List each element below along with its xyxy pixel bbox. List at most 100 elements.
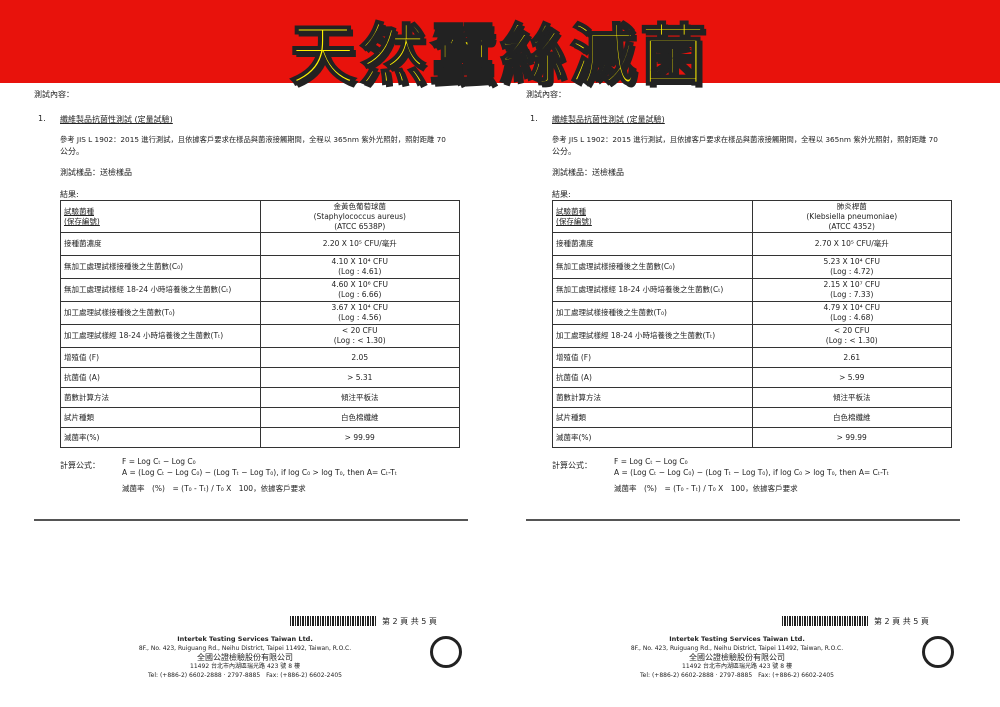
formula-a: A = (Log Cₜ − Log C₀) − (Log Tₜ − Log T₀… xyxy=(614,468,889,477)
row-value: 4.60 X 10⁶ CFU (Log : 6.66) xyxy=(259,278,460,302)
row-value: < 20 CFU (Log : < 1.30) xyxy=(259,324,460,348)
table-row: 無加工處理試樣經 18-24 小時培養後之生菌數(Cₜ) 2.15 X 10⁷ … xyxy=(552,278,952,302)
section-label: 測試內容： xyxy=(34,90,74,99)
row-value: 2.15 X 10⁷ CFU (Log : 7.33) xyxy=(751,278,952,302)
row-label: 無加工處理試樣經 18-24 小時培養後之生菌數(Cₜ) xyxy=(60,278,261,302)
sample-text: 測試樣品：送檢樣品 xyxy=(552,168,624,177)
method-text-cont: 公分。 xyxy=(552,147,576,156)
method-text-cont: 公分。 xyxy=(60,147,84,156)
row-value: 白色棉纖維 xyxy=(259,407,460,428)
row-label: 滅菌率(%) xyxy=(60,427,261,448)
sample-text: 測試樣品：送檢樣品 xyxy=(60,168,132,177)
item-number: 1. xyxy=(38,114,46,123)
table-row: 抗菌值 (A) > 5.31 xyxy=(60,367,460,388)
formula-f: F = Log Cₜ − Log C₀ xyxy=(122,457,196,466)
row-label: 無加工處理試樣接種後之生菌數(C₀) xyxy=(60,255,261,279)
report-page: 測試內容： 1. 纖維製品抗菌性測試 (定量試驗) 參考 JIS L 1902：… xyxy=(30,83,510,707)
company-en: Intertek Testing Services Taiwan Ltd. xyxy=(669,635,805,643)
row-label: 抗菌值 (A) xyxy=(60,367,261,388)
item-number: 1. xyxy=(530,114,538,123)
table-row: 無加工處理試樣接種後之生菌數(C₀) 4.10 X 10⁴ CFU (Log :… xyxy=(60,255,460,279)
results-table: 試驗菌種 (保存編號) 金黃色葡萄球菌 (Staphylococcus aure… xyxy=(60,200,460,448)
page-number: 第 2 頁 共 5 頁 xyxy=(874,617,929,626)
row-label: 抗菌值 (A) xyxy=(552,367,753,388)
company-zh: 全國公證檢驗股份有限公司 xyxy=(689,653,785,662)
section-label: 測試內容： xyxy=(526,90,566,99)
row-value: 白色棉纖維 xyxy=(751,407,952,428)
row-label: 增殖值 (F) xyxy=(552,347,753,368)
row-value: > 99.99 xyxy=(259,427,460,448)
formula-reduction: 滅菌率 (%) = (T₀ - Tₜ) / T₀ X 100，依據客戶要求 xyxy=(122,484,306,493)
row-value: > 5.31 xyxy=(259,367,460,388)
intertek-logo xyxy=(922,636,954,668)
table-row: 加工處理試樣經 18-24 小時培養後之生菌數(Tₜ) < 20 CFU (Lo… xyxy=(552,324,952,348)
table-row: 菌數計算方法 傾注平板法 xyxy=(60,387,460,408)
divider xyxy=(526,519,960,521)
address-en: 8F., No. 423, Ruiguang Rd., Neihu Distri… xyxy=(138,645,352,652)
row-value: 2.61 xyxy=(751,347,952,368)
title-banner: 天然蠶絲滅菌 xyxy=(0,0,1000,95)
row-value: > 5.99 xyxy=(751,367,952,388)
row-label: 無加工處理試樣接種後之生菌數(C₀) xyxy=(552,255,753,279)
formula-label: 計算公式： xyxy=(60,461,100,470)
banner-title: 天然蠶絲滅菌 xyxy=(289,16,710,95)
table-row: 無加工處理試樣經 18-24 小時培養後之生菌數(Cₜ) 4.60 X 10⁶ … xyxy=(60,278,460,302)
row-value: 5.23 X 10⁴ CFU (Log : 4.72) xyxy=(751,255,952,279)
barcode xyxy=(782,616,868,626)
page-number: 第 2 頁 共 5 頁 xyxy=(382,617,437,626)
address-zh: 11492 台北市內湖區瑞光路 423 號 8 樓 xyxy=(190,663,300,670)
item-title: 纖維製品抗菌性測試 (定量試驗) xyxy=(60,115,173,124)
table-row: 試驗菌種 (保存編號) 肺炎桿菌 (Klebsiella pneumoniae)… xyxy=(552,200,952,233)
method-text: 參考 JIS L 1902：2015 進行測試，且依據客戶要求在樣品與菌液接觸期… xyxy=(60,135,446,144)
row-label: 接種菌濃度 xyxy=(552,232,753,256)
row-label: 加工處理試樣接種後之生菌數(T₀) xyxy=(60,301,261,325)
row-value: 傾注平板法 xyxy=(259,387,460,408)
table-row: 增殖值 (F) 2.05 xyxy=(60,347,460,368)
row-label: 增殖值 (F) xyxy=(60,347,261,368)
row-label: 菌數計算方法 xyxy=(60,387,261,408)
row-label: 加工處理試樣接種後之生菌數(T₀) xyxy=(552,301,753,325)
row-value: 傾注平板法 xyxy=(751,387,952,408)
row-value: 2.70 X 10⁵ CFU/毫升 xyxy=(751,232,952,256)
footer: Intertek Testing Services Taiwan Ltd. 8F… xyxy=(612,635,862,680)
item-title: 纖維製品抗菌性測試 (定量試驗) xyxy=(552,115,665,124)
address-zh: 11492 台北市內湖區瑞光路 423 號 8 樓 xyxy=(682,663,792,670)
report-page: 測試內容： 1. 纖維製品抗菌性測試 (定量試驗) 參考 JIS L 1902：… xyxy=(522,83,1000,707)
company-zh: 全國公證檢驗股份有限公司 xyxy=(197,653,293,662)
barcode xyxy=(290,616,376,626)
formula-label: 計算公式： xyxy=(552,461,592,470)
row-label: 菌數計算方法 xyxy=(552,387,753,408)
row-value: 4.79 X 10⁴ CFU (Log : 4.68) xyxy=(751,301,952,325)
row-value: 2.05 xyxy=(259,347,460,368)
company-en: Intertek Testing Services Taiwan Ltd. xyxy=(177,635,313,643)
row-label: 加工處理試樣經 18-24 小時培養後之生菌數(Tₜ) xyxy=(60,324,261,348)
table-row: 滅菌率(%) > 99.99 xyxy=(552,427,952,448)
table-row: 接種菌濃度 2.70 X 10⁵ CFU/毫升 xyxy=(552,232,952,256)
row-label: 試驗菌種 (保存編號) xyxy=(552,200,753,233)
row-value: 肺炎桿菌 (Klebsiella pneumoniae) (ATCC 4352) xyxy=(751,200,952,233)
divider xyxy=(34,519,468,521)
row-value: 金黃色葡萄球菌 (Staphylococcus aureus) (ATCC 65… xyxy=(259,200,460,233)
table-row: 加工處理試樣接種後之生菌數(T₀) 3.67 X 10⁴ CFU (Log : … xyxy=(60,301,460,325)
row-label: 試驗菌種 (保存編號) xyxy=(60,200,261,233)
row-value: 2.20 X 10⁵ CFU/毫升 xyxy=(259,232,460,256)
table-row: 抗菌值 (A) > 5.99 xyxy=(552,367,952,388)
row-label: 加工處理試樣經 18-24 小時培養後之生菌數(Tₜ) xyxy=(552,324,753,348)
table-row: 接種菌濃度 2.20 X 10⁵ CFU/毫升 xyxy=(60,232,460,256)
formula-f: F = Log Cₜ − Log C₀ xyxy=(614,457,688,466)
contact-phone: Tel: (+886-2) 6602-2888 · 2797-8885 Fax:… xyxy=(148,672,342,679)
row-value: < 20 CFU (Log : < 1.30) xyxy=(751,324,952,348)
row-value: > 99.99 xyxy=(751,427,952,448)
table-row: 加工處理試樣接種後之生菌數(T₀) 4.79 X 10⁴ CFU (Log : … xyxy=(552,301,952,325)
contact-phone: Tel: (+886-2) 6602-2888 · 2797-8885 Fax:… xyxy=(640,672,834,679)
method-text: 參考 JIS L 1902：2015 進行測試，且依據客戶要求在樣品與菌液接觸期… xyxy=(552,135,938,144)
formula-a: A = (Log Cₜ − Log C₀) − (Log Tₜ − Log T₀… xyxy=(122,468,397,477)
row-label: 無加工處理試樣經 18-24 小時培養後之生菌數(Cₜ) xyxy=(552,278,753,302)
address-en: 8F., No. 423, Ruiguang Rd., Neihu Distri… xyxy=(630,645,844,652)
table-row: 加工處理試樣經 18-24 小時培養後之生菌數(Tₜ) < 20 CFU (Lo… xyxy=(60,324,460,348)
results-label: 結果: xyxy=(552,190,571,199)
table-row: 無加工處理試樣接種後之生菌數(C₀) 5.23 X 10⁴ CFU (Log :… xyxy=(552,255,952,279)
results-label: 結果: xyxy=(60,190,79,199)
row-value: 4.10 X 10⁴ CFU (Log : 4.61) xyxy=(259,255,460,279)
table-row: 增殖值 (F) 2.61 xyxy=(552,347,952,368)
